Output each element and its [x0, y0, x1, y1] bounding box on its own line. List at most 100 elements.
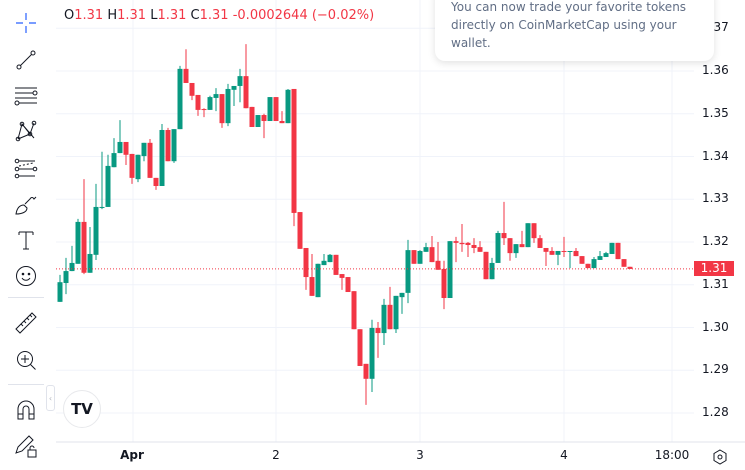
- high-value: 1.31: [117, 8, 147, 23]
- candle-body: [483, 251, 489, 280]
- candle-body: [561, 250, 567, 252]
- time-tick: 4: [560, 448, 568, 462]
- candle-body: [435, 260, 441, 270]
- tradingview-logo-icon: TV: [71, 400, 93, 418]
- time-tick: Apr: [120, 448, 144, 462]
- price-tick: 1.32: [702, 234, 729, 248]
- magnet-icon[interactable]: [10, 396, 42, 424]
- candle: [417, 250, 423, 264]
- pattern-icon[interactable]: [10, 117, 42, 145]
- candle: [585, 263, 591, 269]
- candle: [267, 97, 273, 122]
- candle: [225, 83, 231, 127]
- candle: [183, 49, 189, 83]
- candle: [531, 223, 537, 243]
- collapse-toolbar-button[interactable]: ‹: [46, 385, 55, 411]
- close-value: 1.31: [199, 8, 229, 23]
- candle: [603, 251, 609, 257]
- trend-line-icon[interactable]: [10, 46, 42, 74]
- candle: [255, 115, 261, 128]
- crosshair-icon[interactable]: [10, 9, 42, 37]
- candle-body: [297, 212, 303, 249]
- ohlc-legend: O1.31 H1.31 L1.31 C1.31 -0.0002644 (−0.0…: [64, 8, 374, 23]
- price-tick: 1.30: [702, 319, 729, 334]
- change-value: -0.0002644 (−0.02%): [232, 8, 375, 23]
- ruler-icon[interactable]: [10, 309, 42, 337]
- candle: [525, 223, 531, 248]
- candle-body: [285, 89, 291, 124]
- time-tick: 2: [272, 448, 280, 462]
- candle: [375, 321, 381, 358]
- candle-body: [501, 233, 507, 239]
- candle-body: [231, 85, 237, 90]
- candle: [291, 88, 297, 227]
- candle: [261, 113, 267, 139]
- candle-body: [279, 121, 285, 124]
- candle-body: [99, 206, 105, 208]
- candle: [621, 259, 627, 267]
- candle: [537, 235, 543, 248]
- candle-body: [201, 109, 207, 111]
- candle-body: [195, 94, 201, 110]
- candle-body: [459, 242, 465, 245]
- candle: [285, 88, 291, 124]
- candle-body: [369, 327, 375, 379]
- candle-body: [321, 260, 327, 266]
- candle-body: [273, 97, 279, 122]
- tradingview-logo[interactable]: TV: [63, 390, 101, 428]
- horizontal-lines-icon[interactable]: [10, 82, 42, 110]
- settings-icon[interactable]: [711, 448, 729, 470]
- candle: [153, 177, 159, 190]
- candle: [63, 257, 69, 295]
- candle-body: [183, 68, 189, 83]
- candle-body: [549, 250, 555, 255]
- zoom-in-icon[interactable]: [10, 346, 42, 374]
- candle-body: [123, 141, 129, 155]
- fib-icon[interactable]: [10, 155, 42, 183]
- candle: [471, 238, 477, 254]
- candle-body: [315, 263, 321, 298]
- candle: [387, 286, 393, 330]
- brush-icon[interactable]: [10, 191, 42, 219]
- lock-drawings-icon[interactable]: [10, 432, 42, 460]
- candle-body: [309, 277, 315, 296]
- candle-body: [591, 259, 597, 269]
- candle: [333, 254, 339, 275]
- candle-body: [393, 295, 399, 330]
- candle: [339, 274, 345, 290]
- candle-body: [525, 223, 531, 248]
- candle-body: [489, 262, 495, 280]
- candle: [495, 230, 501, 263]
- candle-body: [603, 253, 609, 257]
- candle: [543, 247, 549, 266]
- candle: [591, 256, 597, 269]
- candle-body: [453, 241, 459, 243]
- candle-body: [237, 76, 243, 86]
- candle: [231, 85, 237, 107]
- candle-body: [513, 244, 519, 254]
- price-tick: 1.36: [702, 63, 729, 77]
- candle-body: [225, 88, 231, 124]
- candle: [297, 212, 303, 249]
- candle: [105, 154, 111, 207]
- candle-body: [219, 94, 225, 124]
- candle: [453, 236, 459, 263]
- close-label: C: [190, 8, 200, 23]
- low-label: L: [150, 8, 158, 23]
- candle-body: [255, 115, 261, 128]
- candle-body: [555, 250, 561, 255]
- candle-body: [405, 250, 411, 293]
- candle-body: [429, 247, 435, 263]
- price-tick: 1.34: [702, 148, 729, 163]
- candle: [207, 95, 213, 110]
- text-icon[interactable]: [10, 226, 42, 254]
- candle: [219, 94, 225, 128]
- candle: [357, 329, 363, 366]
- candle: [117, 120, 123, 154]
- candle-body: [81, 221, 87, 273]
- high-label: H: [107, 8, 118, 23]
- candles: [57, 44, 633, 405]
- candle-body: [57, 282, 63, 302]
- emoji-icon[interactable]: [10, 262, 42, 290]
